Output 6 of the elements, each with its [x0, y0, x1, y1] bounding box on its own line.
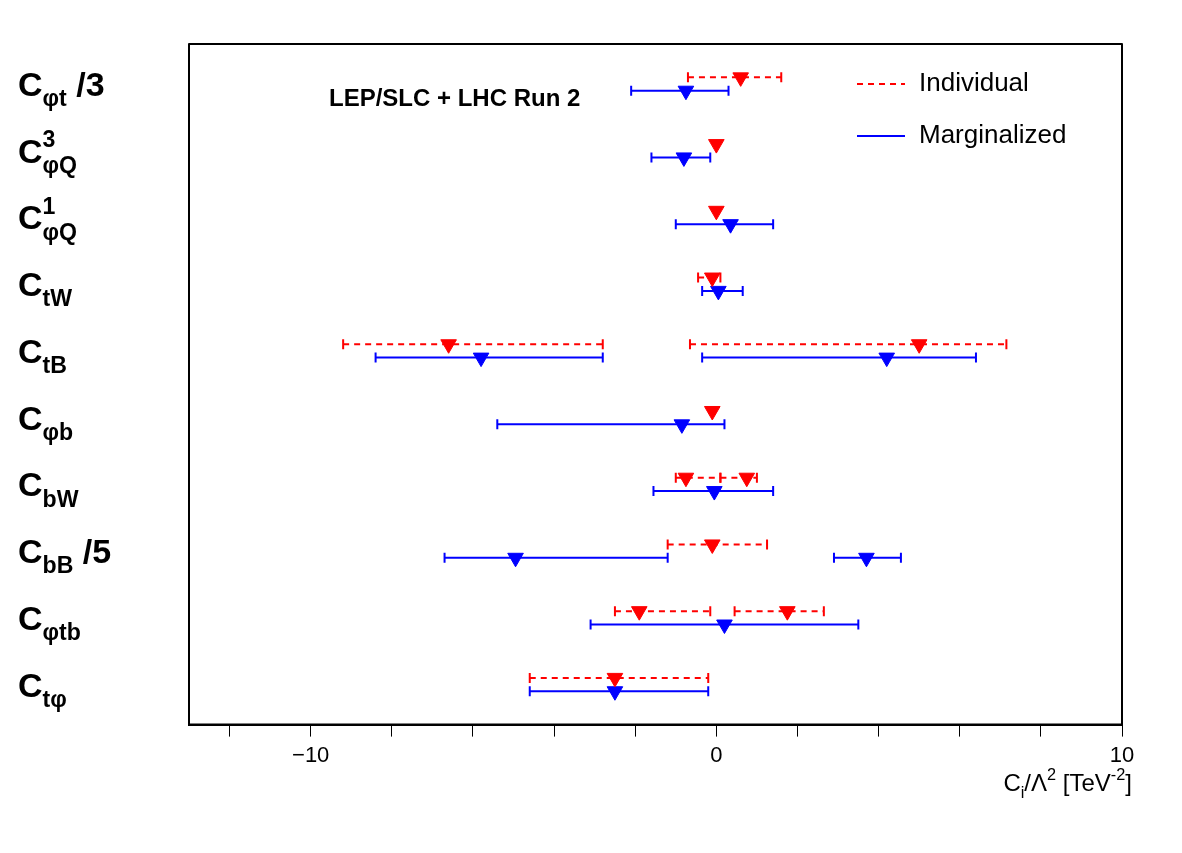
- x-tick-label: −10: [292, 741, 330, 767]
- legend-label: Individual: [919, 67, 1029, 98]
- legend-label: Marginalized: [919, 119, 1067, 150]
- text: LEP/SLC + LHC Run 2: [329, 84, 581, 111]
- x-tick-label: 0: [710, 741, 723, 767]
- x-tick-label: 10: [1109, 741, 1135, 767]
